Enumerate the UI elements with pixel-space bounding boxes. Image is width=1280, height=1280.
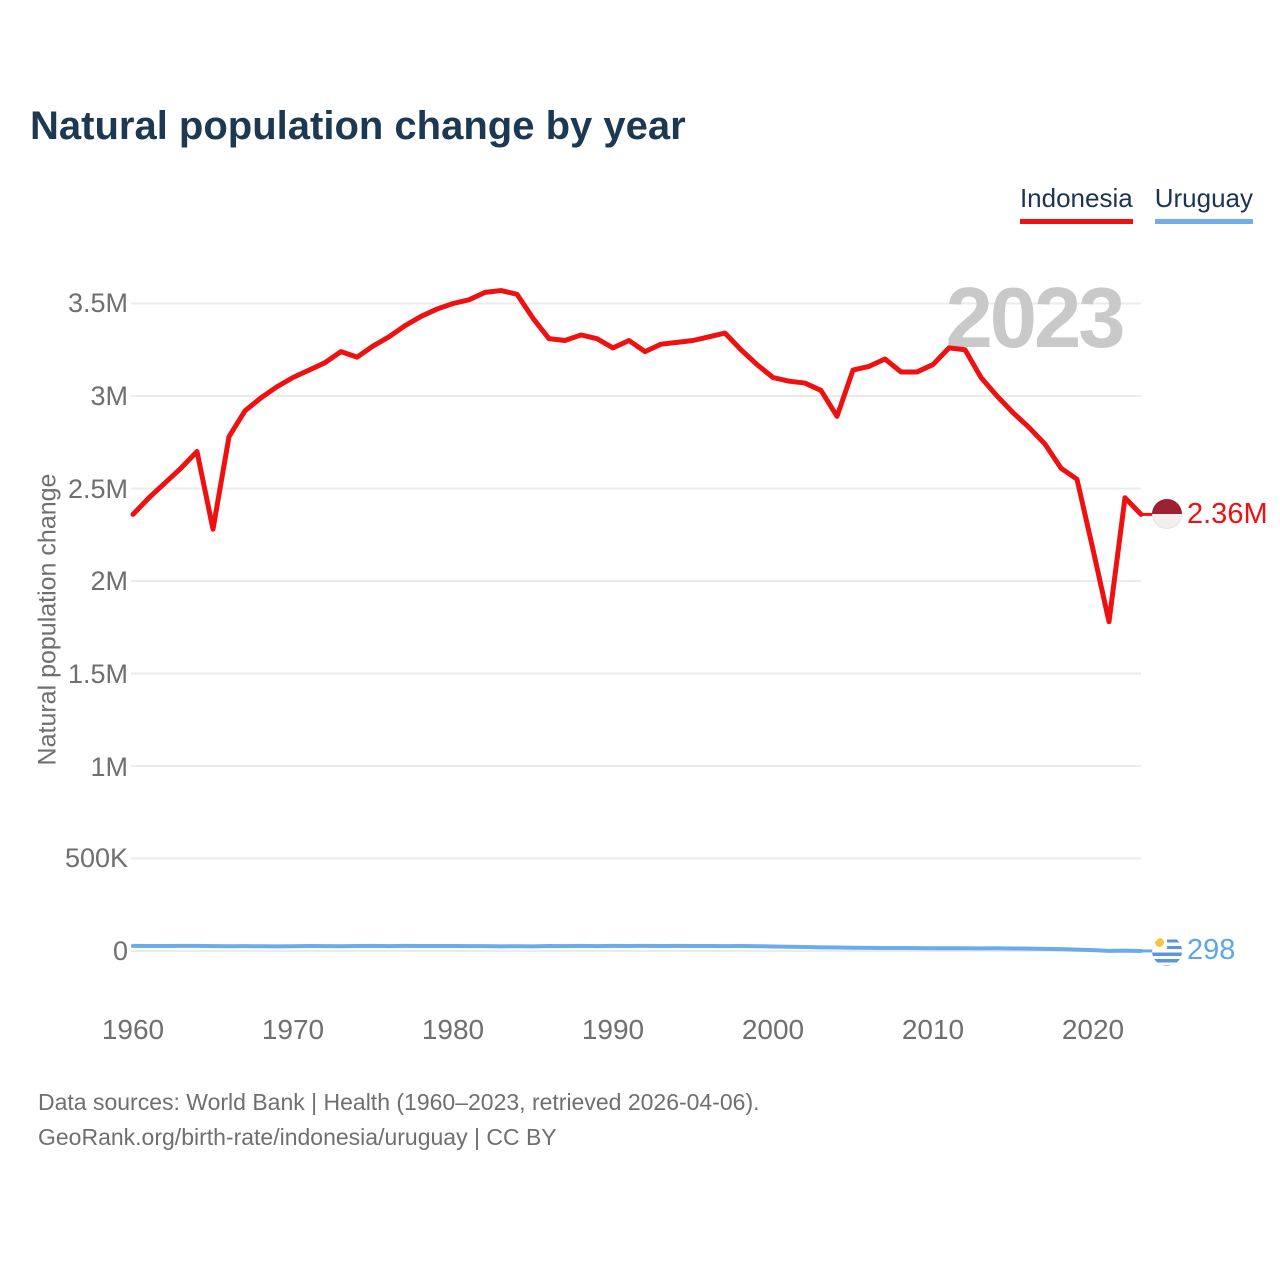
year-watermark: 2023 [945,271,1123,366]
x-tick-label: 1990 [581,1014,645,1045]
y-tick-label: 1M [90,752,128,782]
legend-item-uruguay[interactable]: Uruguay [1154,183,1253,224]
indonesia-end-value: 2.36M [1187,497,1268,530]
uruguay-end-annotation: 298 [1152,934,1236,967]
uruguay-flag-icon [1152,935,1182,966]
uruguay-line [131,943,1143,953]
x-tick-label: 2020 [1061,1014,1125,1045]
uruguay-end-value: 298 [1187,934,1236,967]
y-tick-label: 500K [64,843,128,873]
page-title: Natural population change by year [30,104,686,148]
x-tick-label: 1980 [421,1014,485,1045]
chart-legend: Indonesia Uruguay [1019,183,1253,224]
x-tick-label: 2000 [741,1014,805,1045]
y-tick-label: 3M [90,381,128,411]
x-tick-label: 2010 [901,1014,965,1045]
indonesia-line [130,288,1144,625]
y-tick-label: 2M [90,566,128,596]
y-tick-label: 0 [112,936,128,966]
y-tick-label: 1.5M [67,659,128,689]
indonesia-flag-icon [1152,499,1182,530]
legend-item-indonesia[interactable]: Indonesia [1019,183,1133,224]
x-tick-label: 1970 [261,1014,325,1045]
indonesia-end-annotation: 2.36M [1152,497,1268,530]
data-source-note: Data sources: World Bank | Health (1960–… [38,1085,760,1155]
y-axis-title: Natural population change [33,473,62,766]
data-source-line2: GeoRank.org/birth-rate/indonesia/uruguay… [38,1124,557,1150]
data-source-line1: Data sources: World Bank | Health (1960–… [38,1089,760,1115]
y-tick-label: 3.5M [67,288,128,318]
x-tick-label: 1960 [101,1014,165,1045]
y-tick-label: 2.5M [67,474,128,504]
